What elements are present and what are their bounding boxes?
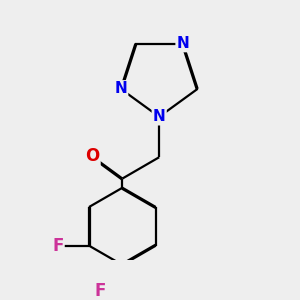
Text: F: F [52, 237, 63, 255]
Text: N: N [177, 36, 189, 51]
Text: F: F [95, 282, 106, 300]
Text: O: O [85, 148, 99, 166]
Text: N: N [153, 109, 166, 124]
Text: N: N [114, 81, 127, 96]
